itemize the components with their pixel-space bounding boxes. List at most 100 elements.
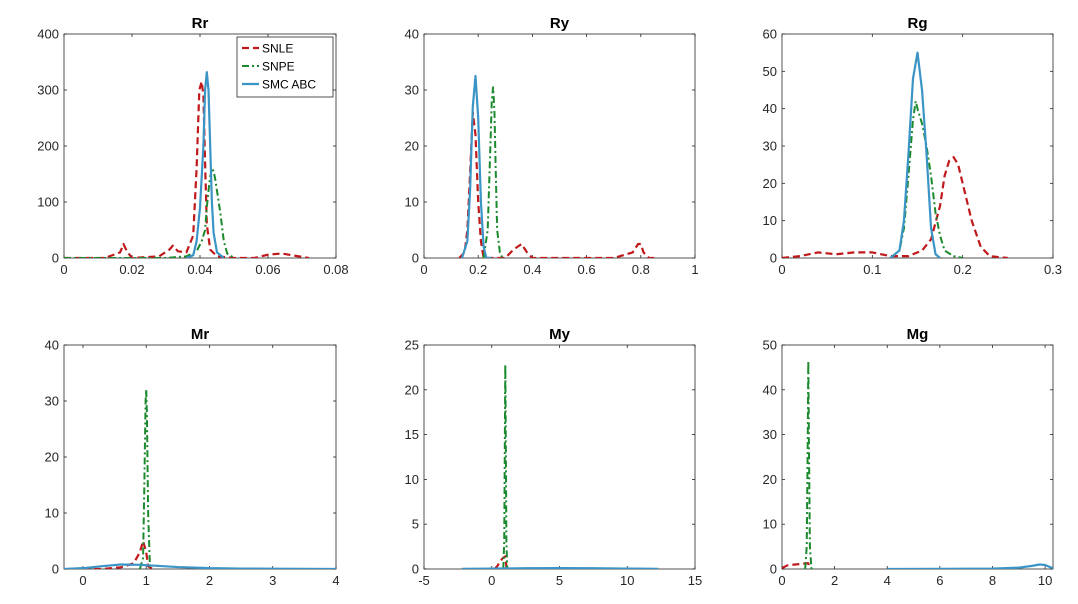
series-smc-abc-line [64,563,336,569]
x-tick-label: 0 [488,573,495,588]
y-tick-label: 15 [405,427,419,442]
y-tick-label: 20 [405,382,419,397]
x-tick-label: 0.02 [119,262,144,277]
y-tick-label: 5 [412,517,419,532]
x-tick-label: 2 [206,573,213,588]
y-tick-label: 100 [37,195,59,210]
legend: SNLE SNPE SMC ABC [236,36,334,98]
y-tick-label: 20 [405,139,419,154]
series-smc-abc-line [461,566,659,569]
x-tick-label: 5 [556,573,563,588]
series-snpe-line [889,100,963,258]
subplot-title: Rg [908,15,928,32]
y-tick-label: 50 [763,338,777,353]
series-snpe-line [804,359,813,569]
series-snpe-line [502,363,509,569]
x-tick-label: 10 [1038,573,1052,588]
series-snle-line [82,539,154,569]
x-tick-label: 0.08 [323,262,348,277]
series-snpe-line [138,388,152,569]
y-tick-label: 10 [405,195,419,210]
x-tick-label: 15 [688,573,702,588]
x-tick-label: 0.1 [863,262,881,277]
axes-box [781,33,1054,259]
series-snpe-line [482,86,504,258]
y-tick-label: 0 [52,251,59,266]
x-tick-label: 0 [778,573,785,588]
subplot-title: Ry [550,15,570,32]
x-tick-label: 10 [620,573,634,588]
x-tick-label: 0.06 [255,262,280,277]
x-tick-label: 0 [60,262,67,277]
series-smc-abc-line [460,74,492,258]
x-tick-label: 0.4 [523,262,541,277]
series-smc-abc-line [185,70,225,258]
y-tick-label: 60 [763,27,777,42]
x-tick-label: 1 [143,573,150,588]
series-snle-line [782,562,811,569]
x-tick-label: 4 [332,573,339,588]
x-tick-label: 6 [936,573,943,588]
subplot-mg: Mg 0 2 4 6 8 10 0 10 20 30 40 50 [763,326,1054,588]
series-snle-line [493,555,508,569]
y-tick-label: 0 [52,562,59,577]
series-smc-abc-line [889,51,941,258]
subplot-title: My [549,326,570,343]
axes-box [423,344,696,570]
x-tick-label: -5 [418,573,430,588]
x-tick-label: 3 [269,573,276,588]
subplot-title: Rr [192,15,209,32]
x-tick-label: 0 [778,262,785,277]
y-tick-label: 0 [770,562,777,577]
y-tick-label: 40 [45,338,59,353]
y-tick-label: 40 [405,27,419,42]
legend-label: SMC ABC [262,78,316,92]
y-tick-label: 300 [37,83,59,98]
y-tick-label: 40 [763,101,777,116]
y-tick-label: 25 [405,338,419,353]
series-smc-abc-line [887,563,1053,569]
y-tick-label: 20 [763,472,777,487]
y-tick-label: 10 [763,213,777,228]
subplot-title: Mg [907,326,929,343]
y-tick-label: 400 [37,27,59,42]
y-tick-label: 0 [412,562,419,577]
x-tick-label: 0 [420,262,427,277]
y-tick-label: 10 [45,506,59,521]
subplot-rr: Rr 0 0.02 0.04 0.06 0.08 0 100 200 300 400 SNLE SNPE… [37,15,348,277]
x-tick-label: 0.04 [187,262,212,277]
x-tick-label: 0 [79,573,86,588]
x-tick-label: 1 [691,262,698,277]
series-snle-line [64,80,309,258]
y-tick-label: 10 [405,472,419,487]
y-tick-label: 50 [763,64,777,79]
y-tick-label: 30 [405,83,419,98]
y-tick-label: 40 [763,382,777,397]
x-tick-label: 0.6 [578,262,596,277]
x-tick-label: 4 [884,573,891,588]
subplot-title: Mr [191,326,209,343]
y-tick-label: 20 [763,176,777,191]
x-tick-label: 0.2 [469,262,487,277]
x-tick-label: 0.8 [632,262,650,277]
y-tick-label: 20 [45,450,59,465]
x-tick-label: 8 [989,573,996,588]
y-tick-label: 200 [37,139,59,154]
series-snle-line [782,156,1008,258]
axes-box [63,344,337,570]
y-tick-label: 30 [763,139,777,154]
subplot-rg: Rg 0 0.1 0.2 0.3 0 10 20 30 40 50 60 [763,15,1063,277]
y-tick-label: 10 [763,517,777,532]
axes-box [423,33,696,259]
axes-box [781,344,1054,570]
x-tick-label: 0.2 [954,262,972,277]
x-tick-label: 0.3 [1044,262,1062,277]
y-tick-label: 0 [770,251,777,266]
x-tick-label: 2 [831,573,838,588]
y-tick-label: 0 [412,251,419,266]
y-tick-label: 30 [763,427,777,442]
